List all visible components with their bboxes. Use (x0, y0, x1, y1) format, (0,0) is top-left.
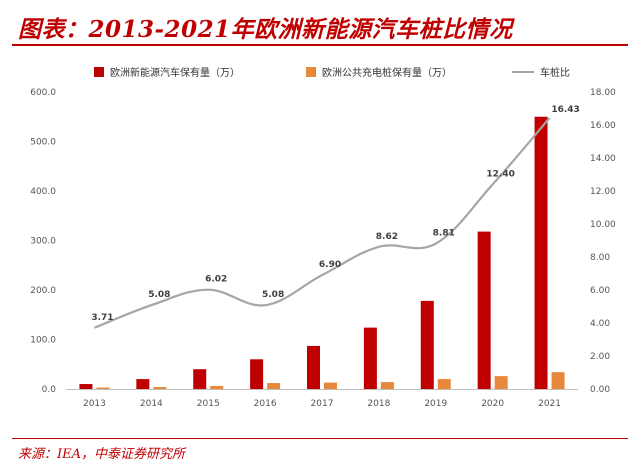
x-tick-label: 2018 (367, 399, 390, 409)
title-rule (12, 44, 628, 46)
x-tick-label: 2017 (311, 399, 334, 409)
bar-charger-stock (551, 372, 565, 389)
data-label-ratio: 6.02 (205, 275, 227, 285)
bar-ev-stock (420, 300, 434, 389)
data-label-ratio: 6.90 (319, 260, 341, 270)
data-label-ratio: 8.81 (433, 229, 455, 239)
source-note: 来源：IEA，中泰证券研究所 (18, 447, 186, 462)
title-block: 图表：2013-2021年欧洲新能源汽车桩比情况 (12, 4, 628, 46)
bar-charger-stock (437, 379, 451, 389)
y-left-tick-label: 500.0 (30, 138, 56, 148)
data-label-ratio: 5.08 (148, 290, 170, 300)
y-right-tick-label: 6.00 (590, 286, 610, 296)
y-right-tick-label: 14.00 (590, 154, 616, 164)
y-right-tick-label: 0.00 (590, 385, 610, 395)
bar-ev-stock (136, 379, 150, 389)
bar-ev-stock (250, 359, 264, 389)
y-right-tick-label: 2.00 (590, 352, 610, 362)
y-left-tick-label: 200.0 (30, 286, 56, 296)
y-right-tick-label: 4.00 (590, 319, 610, 329)
legend-label-ev-stock: 欧洲新能源汽车保有量（万） (110, 66, 240, 79)
y-right-tick-label: 10.00 (590, 220, 616, 230)
bar-charger-stock (267, 383, 281, 389)
x-tick-label: 2016 (254, 399, 277, 409)
y-right-tick-label: 8.00 (590, 253, 610, 263)
bar-charger-stock (210, 386, 224, 389)
y-left-tick-label: 400.0 (30, 187, 56, 197)
x-tick-label: 2013 (83, 399, 106, 409)
data-label-ratio: 16.43 (551, 105, 579, 115)
bar-charger-stock (494, 376, 508, 389)
legend-label-charger-stock: 欧洲公共充电桩保有量（万） (322, 66, 452, 79)
y-left-tick-label: 0.0 (42, 385, 57, 395)
bar-ev-stock (534, 116, 548, 389)
x-tick-label: 2019 (424, 399, 447, 409)
legend-swatch-charger-stock (306, 67, 316, 77)
x-tick-label: 2020 (481, 399, 504, 409)
bar-ev-stock (363, 327, 377, 389)
bar-charger-stock (96, 387, 110, 389)
bar-charger-stock (380, 382, 394, 389)
y-left-tick-label: 600.0 (30, 88, 56, 98)
bar-ev-stock (79, 384, 93, 389)
y-left-tick-label: 300.0 (30, 237, 56, 247)
bar-charger-stock (324, 382, 337, 389)
line-car-charger-ratio (94, 117, 551, 329)
bar-charger-stock (153, 387, 167, 389)
x-tick-label: 2021 (538, 399, 561, 409)
y-left-tick-label: 100.0 (30, 336, 56, 346)
y-right-tick-label: 12.00 (590, 187, 616, 197)
x-tick-label: 2014 (140, 399, 163, 409)
data-label-ratio: 8.62 (376, 232, 398, 242)
legend-label-ratio: 车桩比 (540, 66, 570, 79)
y-right-tick-label: 18.00 (590, 88, 616, 98)
chart-title: 图表：2013-2021年欧洲新能源汽车桩比情况 (18, 16, 513, 43)
source-rule (12, 438, 628, 439)
bar-ev-stock (477, 231, 491, 389)
x-tick-label: 2015 (197, 399, 220, 409)
bar-ev-stock (307, 345, 320, 389)
data-label-ratio: 3.71 (91, 313, 113, 323)
data-label-ratio: 5.08 (262, 290, 284, 300)
legend-swatch-ev-stock (94, 67, 104, 77)
bar-ev-stock (193, 369, 207, 389)
y-right-tick-label: 16.00 (590, 121, 616, 131)
data-label-ratio: 12.40 (486, 169, 514, 179)
